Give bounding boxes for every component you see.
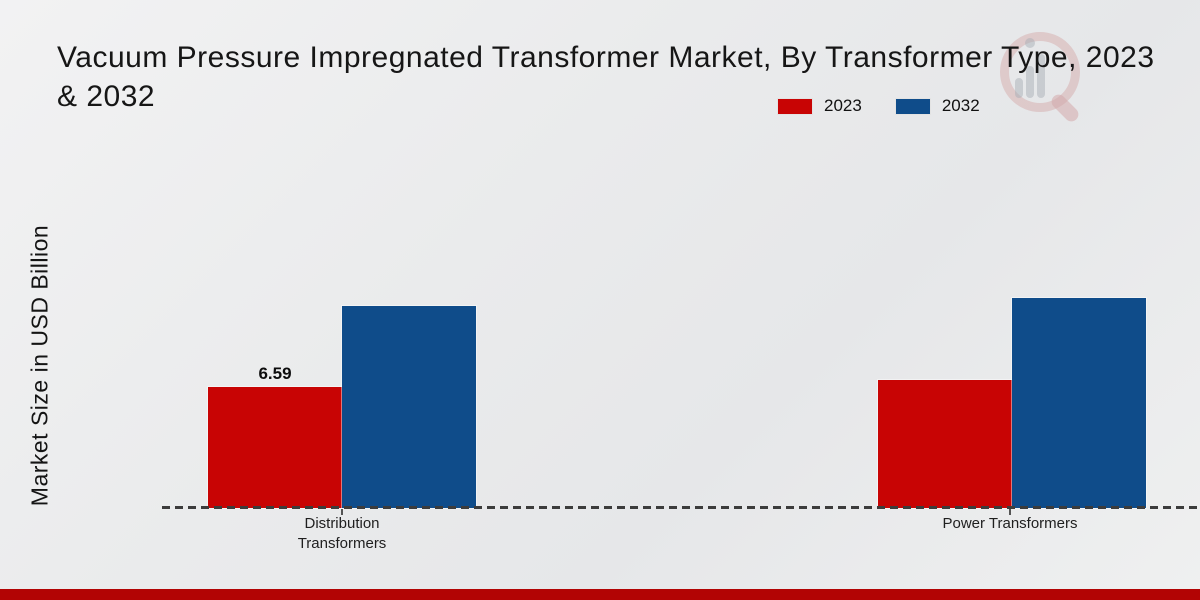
page-title-line1: Vacuum Pressure Impregnated Transformer … <box>57 41 1155 74</box>
logo-bars-icon <box>1015 52 1045 98</box>
bar-distribution-2032 <box>342 306 476 508</box>
legend-label-2032: 2032 <box>941 96 980 115</box>
brand-watermark-icon <box>998 26 1094 125</box>
legend-item-2023: 2023 <box>778 96 862 116</box>
page-title-line2: & 2032 <box>57 80 156 113</box>
category-label-power: Power Transformers <box>942 515 1078 532</box>
legend-label-2023: 2023 <box>824 96 862 115</box>
magnifier-ring-icon <box>1000 32 1080 112</box>
bar-distribution-2023 <box>208 387 342 508</box>
legend-swatch-2023 <box>778 98 812 114</box>
x-axis-tick-distribution <box>341 509 343 515</box>
x-axis-baseline <box>162 506 1200 509</box>
legend-item-2032: 2032 <box>895 96 980 116</box>
chart-legend: 2023 2032 <box>778 96 980 116</box>
logo-dot-icon <box>1025 38 1035 48</box>
x-axis-tick-power <box>1009 509 1011 515</box>
legend-swatch-2032 <box>895 98 930 114</box>
footer-accent-bar <box>0 589 1200 600</box>
value-label-distribution-2023: 6.59 <box>258 364 292 383</box>
bar-power-2032 <box>1012 298 1146 508</box>
category-label-distribution: Distribution Transformers <box>297 515 387 552</box>
page-title: Vacuum Pressure Impregnated Transformer … <box>57 38 1155 116</box>
bar-power-2023 <box>878 380 1012 508</box>
